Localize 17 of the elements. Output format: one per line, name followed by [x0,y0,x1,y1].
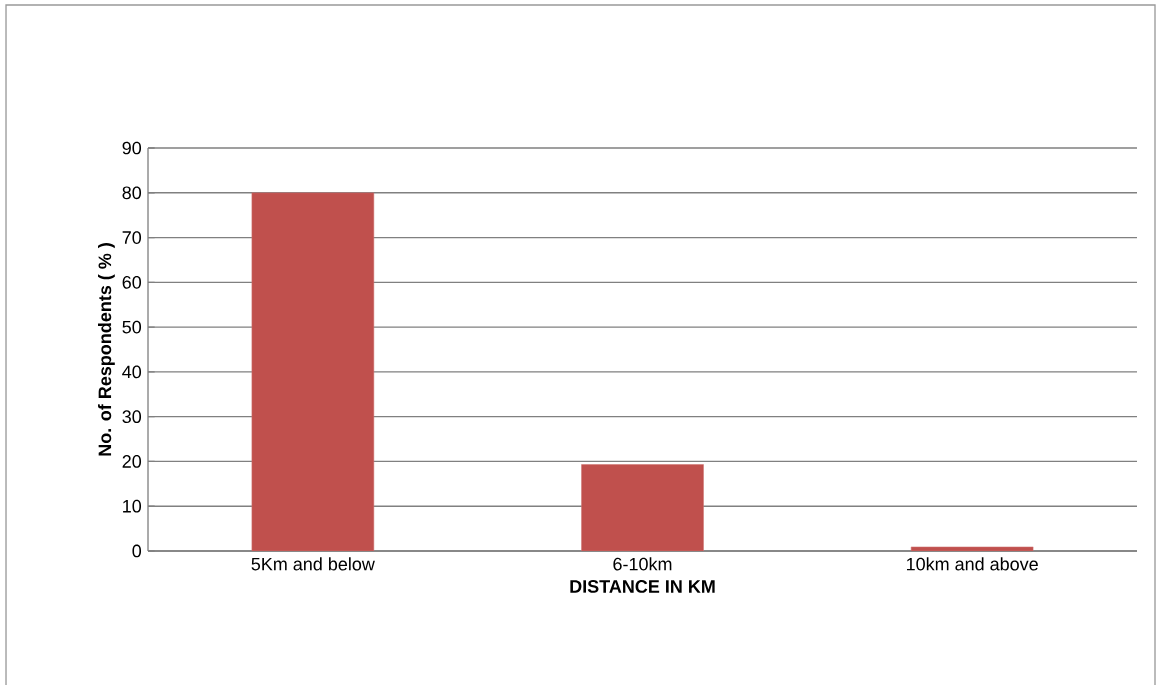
x-axis-title: DISTANCE IN KM [570,580,715,593]
y-tick-label: 40 [122,365,142,379]
y-tick-label: 50 [122,320,142,334]
y-tick-label: 90 [122,141,142,155]
x-tick-label: 6-10km [613,557,672,571]
y-tick-label: 60 [122,275,142,289]
y-tick-label: 10 [123,499,142,513]
x-tick-label: 10km and above [907,557,1038,571]
y-axis-title: No. of Respondents ( % ) [98,243,115,456]
bar [581,464,704,551]
y-tick-label: 20 [122,455,142,468]
bar [251,192,375,551]
y-tick-label: 0 [132,544,142,558]
y-tick-label: 80 [122,186,142,200]
y-tick-label: 30 [122,410,142,424]
y-tick-label: 70 [122,231,142,244]
x-tick-label: 5Km and below [251,557,375,571]
